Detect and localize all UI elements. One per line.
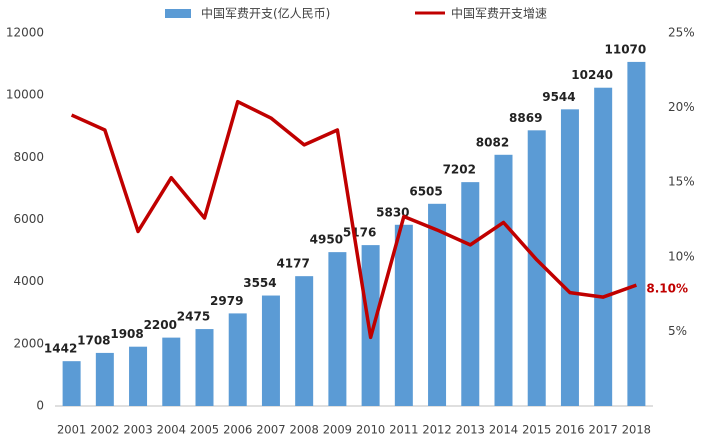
- y-tick-label: 8000: [13, 150, 44, 164]
- bar-value-label: 11070: [605, 42, 647, 56]
- bar-value-label: 8869: [509, 111, 542, 125]
- bar-value-label: 5176: [343, 226, 376, 240]
- x-tick-label: 2016: [555, 423, 584, 437]
- line-series: [70, 99, 637, 340]
- bar-value-label: 4177: [276, 257, 309, 271]
- bar: [95, 352, 114, 406]
- bar-value-label: 5830: [376, 205, 409, 219]
- x-tick-label: 2013: [456, 423, 485, 437]
- legend-swatch: [165, 9, 191, 18]
- y2-tick-label: 10%: [668, 249, 695, 263]
- bar-value-label: 3554: [243, 276, 276, 290]
- bar-value-label: 4950: [310, 233, 343, 247]
- bar-value-label: 1908: [110, 327, 143, 341]
- legend-label: 中国军费开支(亿人民币): [201, 6, 330, 21]
- y-tick-label: 0: [36, 399, 44, 413]
- bar: [627, 61, 646, 406]
- x-tick-label: 2012: [422, 423, 451, 437]
- bar: [162, 337, 181, 406]
- x-tick-label: 2002: [90, 423, 119, 437]
- y-tick-label: 12000: [6, 26, 44, 40]
- x-tick-label: 2018: [622, 423, 651, 437]
- bar: [328, 252, 347, 406]
- x-tick-label: 2017: [589, 423, 618, 437]
- line-value-label: 8.10%: [646, 282, 688, 296]
- x-tick-label: 2009: [323, 423, 352, 437]
- bar-value-label: 2979: [210, 294, 243, 308]
- x-tick-label: 2010: [356, 423, 385, 437]
- x-tick-label: 2001: [57, 423, 86, 437]
- bar: [295, 276, 314, 406]
- x-tick-label: 2005: [190, 423, 219, 437]
- y-tick-label: 6000: [13, 212, 44, 226]
- y2-tick-label: 5%: [668, 324, 687, 338]
- x-tick-label: 2007: [256, 423, 285, 437]
- bar: [62, 361, 81, 406]
- bar-value-label: 2200: [144, 318, 177, 332]
- bar-value-label: 1708: [77, 333, 110, 347]
- bar-value-label: 1442: [44, 342, 77, 356]
- y-tick-label: 2000: [13, 336, 44, 350]
- y2-tick-label: 25%: [668, 26, 695, 40]
- y2-tick-label: 20%: [668, 100, 695, 114]
- bar-value-label: 9544: [542, 90, 575, 104]
- bar: [560, 109, 579, 406]
- bar: [361, 245, 380, 406]
- y2-tick-label: 15%: [668, 175, 695, 189]
- bar-value-label: 10240: [571, 68, 613, 82]
- x-tick-label: 2004: [157, 423, 186, 437]
- x-tick-label: 2003: [123, 423, 152, 437]
- bar-value-label: 6505: [409, 184, 442, 198]
- x-tick-label: 2011: [389, 423, 418, 437]
- legend-label: 中国军费开支增速: [451, 6, 547, 21]
- bar-value-label: 8082: [476, 135, 509, 149]
- bar-value-label: 2475: [177, 310, 210, 324]
- bar: [195, 329, 214, 406]
- bar: [494, 154, 513, 406]
- bar: [428, 203, 447, 406]
- x-tick-label: 2014: [489, 423, 518, 437]
- bar: [129, 346, 148, 406]
- y-tick-label: 10000: [6, 88, 44, 102]
- x-tick-label: 2006: [223, 423, 252, 437]
- bar: [461, 182, 480, 406]
- bar: [594, 87, 613, 406]
- x-tick-label: 2008: [290, 423, 319, 437]
- bar: [261, 295, 280, 406]
- x-tick-label: 2015: [522, 423, 551, 437]
- bar: [527, 130, 546, 407]
- bar: [228, 313, 247, 406]
- bar: [394, 224, 413, 406]
- bar-value-label: 7202: [443, 163, 476, 177]
- y-tick-label: 4000: [13, 274, 44, 288]
